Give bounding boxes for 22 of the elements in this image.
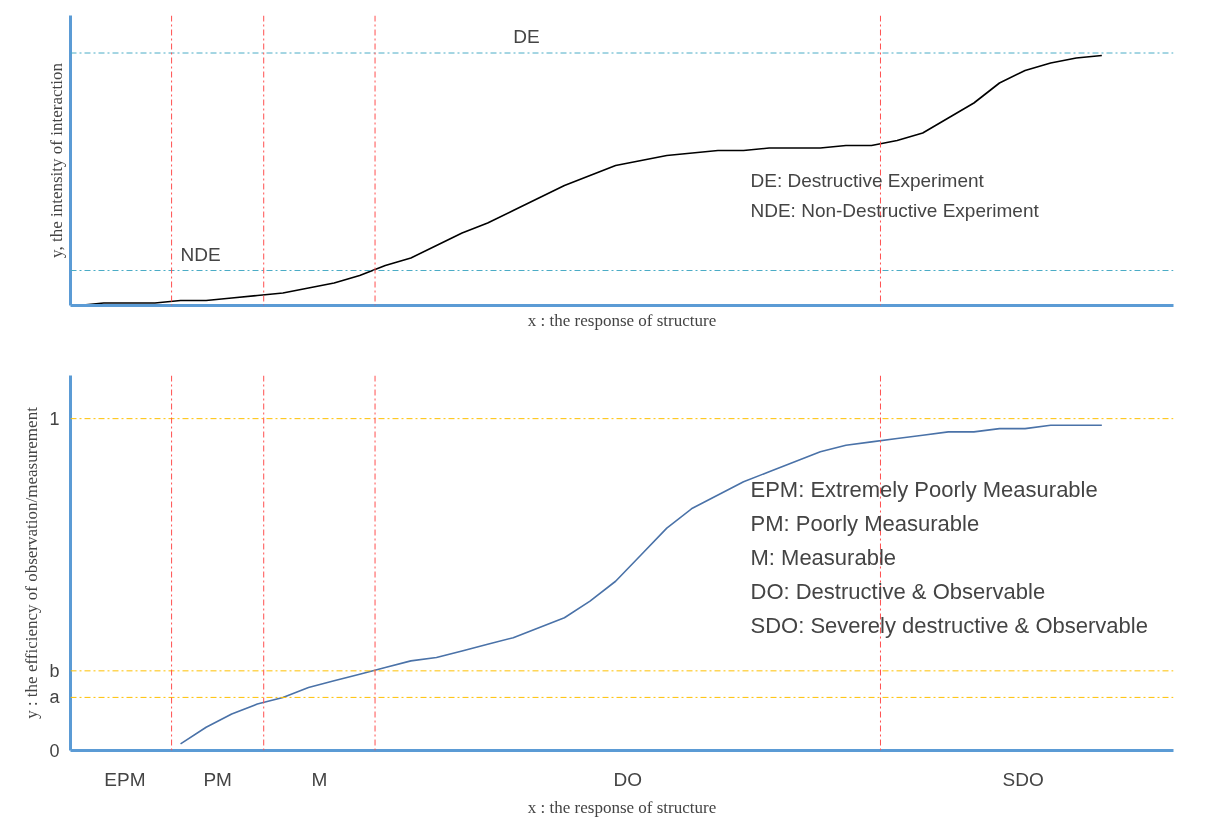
text: SDO: [1002, 768, 1044, 790]
x-axis-title: x : the response of structure: [527, 797, 717, 817]
x-axis-title: x : the response of structure: [527, 310, 717, 330]
annotation: NDE: Non-Destructive Experiment: [750, 199, 1040, 221]
text: PM: [203, 768, 232, 790]
annotation: PM: Poorly Measurable: [750, 510, 980, 536]
annotation: DE: Destructive Experiment: [750, 169, 985, 191]
y-tick-label: a: [49, 687, 61, 708]
annotation: M: Measurable: [750, 544, 897, 570]
text: M: [311, 768, 328, 790]
y-axis-title: y : the efficiency of observation/measurement: [22, 406, 42, 719]
y-axis-title: y, the intensity of interaction: [46, 62, 66, 258]
ref-line-label: NDE: [180, 243, 221, 265]
annotation: DO: Destructive & Observable: [750, 578, 1046, 604]
annotation: SDO: Severely destructive & Observable: [750, 612, 1148, 638]
y-tick-label: b: [49, 660, 60, 681]
annotation: EPM: Extremely Poorly Measurable: [750, 476, 1098, 502]
text: EPM: [104, 768, 146, 790]
y-tick-label: 1: [49, 408, 60, 429]
ref-line-label: DE: [513, 26, 540, 47]
text: DO: [613, 768, 643, 790]
y-tick-label: 0: [49, 740, 60, 761]
